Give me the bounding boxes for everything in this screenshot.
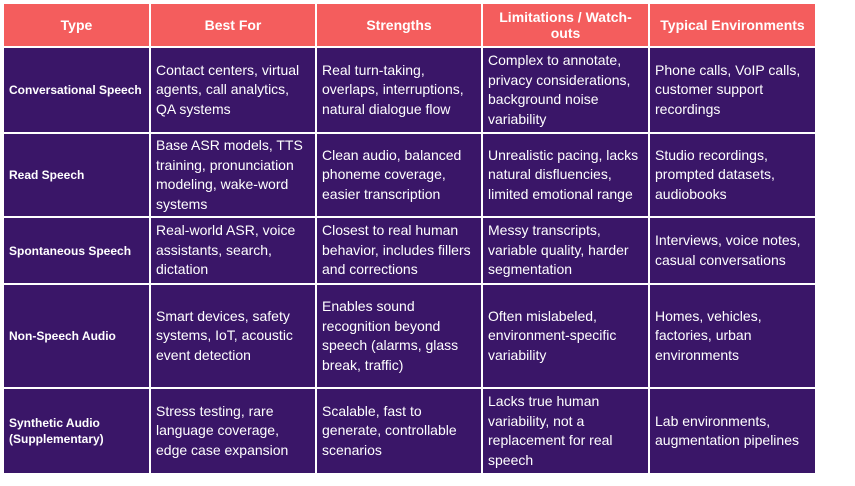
table-cell: Complex to annotate, privacy considerati… bbox=[483, 48, 648, 132]
table-cell: Enables sound recognition beyond speech … bbox=[317, 285, 481, 387]
header-cell: Strengths bbox=[317, 4, 481, 46]
table-body: Conversational Speech Contact centers, vi… bbox=[4, 48, 815, 473]
header-row: Type Best For Strengths Limitations / Watch… bbox=[4, 4, 815, 46]
table-cell: Lab environments, augmentation pipelines bbox=[650, 389, 815, 473]
type-cell: Conversational Speech bbox=[4, 48, 149, 132]
table-cell: Homes, vehicles, factories, urban enviro… bbox=[650, 285, 815, 387]
table-cell: Real turn-taking, overlaps, interruption… bbox=[317, 48, 481, 132]
table-cell: Real-world ASR, voice assistants, search… bbox=[151, 218, 315, 283]
table-row: Non-Speech Audio Smart devices, safety sy… bbox=[4, 285, 815, 387]
type-cell: Spontaneous Speech bbox=[4, 218, 149, 283]
table-row: Synthetic Audio (Supplementary) Stress te… bbox=[4, 389, 815, 473]
table-cell: Interviews, voice notes, casual conversa… bbox=[650, 218, 815, 283]
table-cell: Contact centers, virtual agents, call an… bbox=[151, 48, 315, 132]
type-cell: Synthetic Audio (Supplementary) bbox=[4, 389, 149, 473]
table-row: Read Speech Base ASR models, TTS training… bbox=[4, 134, 815, 216]
table-cell: Clean audio, balanced phoneme coverage, … bbox=[317, 134, 481, 216]
table-cell: Closest to real human behavior, includes… bbox=[317, 218, 481, 283]
table-cell: Smart devices, safety systems, IoT, acou… bbox=[151, 285, 315, 387]
table-cell: Base ASR models, TTS training, pronuncia… bbox=[151, 134, 315, 216]
header-cell: Typical Environments bbox=[650, 4, 815, 46]
table-cell: Messy transcripts, variable quality, har… bbox=[483, 218, 648, 283]
table-cell: Scalable, fast to generate, controllable… bbox=[317, 389, 481, 473]
type-cell: Read Speech bbox=[4, 134, 149, 216]
comparison-table: Type Best For Strengths Limitations / Watch… bbox=[2, 2, 817, 475]
table-cell: Phone calls, VoIP calls, customer suppor… bbox=[650, 48, 815, 132]
table-cell: Studio recordings, prompted datasets, au… bbox=[650, 134, 815, 216]
table-cell: Stress testing, rare language coverage, … bbox=[151, 389, 315, 473]
header-cell: Limitations / Watch-outs bbox=[483, 4, 648, 46]
header-cell: Best For bbox=[151, 4, 315, 46]
table-cell: Unrealistic pacing, lacks natural disflu… bbox=[483, 134, 648, 216]
table-cell: Lacks true human variability, not a repl… bbox=[483, 389, 648, 473]
table-cell: Often mislabeled, environment-specific v… bbox=[483, 285, 648, 387]
header-cell: Type bbox=[4, 4, 149, 46]
table-row: Spontaneous Speech Real-world ASR, voice … bbox=[4, 218, 815, 283]
type-cell: Non-Speech Audio bbox=[4, 285, 149, 387]
table-row: Conversational Speech Contact centers, vi… bbox=[4, 48, 815, 132]
